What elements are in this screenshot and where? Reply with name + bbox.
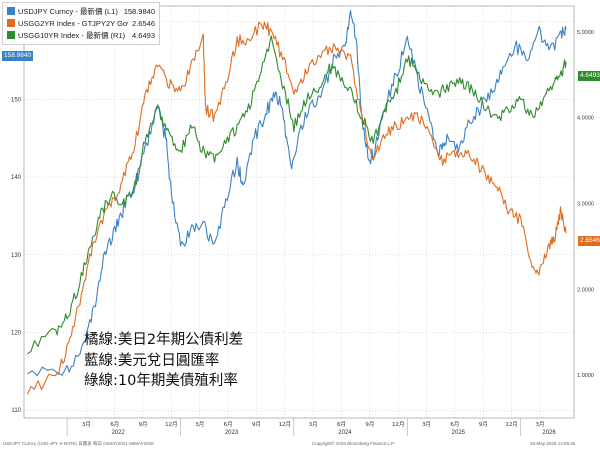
x-tick-label: 6月 [110,421,119,428]
x-tick-label: 12月 [505,421,518,428]
x-tick-label: 6月 [450,421,459,428]
y-left-tick-label: 110 [11,408,21,414]
x-year-label: 2022 [111,430,125,436]
x-year-label: 2026 [542,430,556,436]
y-left-tick-label: 150 [11,97,22,103]
footer-center: Copyright© 2026 Bloomberg Finance L.P. [312,441,395,446]
x-tick-label: 3月 [309,421,318,428]
x-year-label: 2023 [225,430,239,436]
legend-value: 4.6493 [132,30,155,40]
legend-swatch-spread [7,19,15,27]
plot-frame [23,5,575,419]
x-year-label: 2025 [452,430,466,436]
x-tick-label: 3月 [422,421,431,428]
legend-label: USDJPY Curncy - 最新價 (L1) [18,6,118,16]
annotation-blue: 藍線:美元兌日圓匯率 [84,352,220,369]
series-line-usdjpy [27,10,567,377]
x-tick-label: 6月 [224,421,233,428]
legend-swatch-usdjpy [7,7,15,15]
legend-swatch-tnx [7,31,15,39]
legend-item-usdjpy[interactable]: USDJPY Curncy - 最新價 (L1) 158.9840 [7,5,155,17]
footer: USDJPY Curncy (USD-JPY X-RATE) 日圖表 每日 01… [0,441,600,449]
series-line-spread [26,21,567,395]
footer-left: USDJPY Curncy (USD-JPY X-RATE) 日圖表 每日 01… [3,441,154,446]
usdjpy-value-tag: 158.9840 [2,51,34,61]
x-tick-label: 3月 [535,421,544,428]
series-layer [26,10,567,395]
series-line-tnx [27,35,567,355]
y-left-tick-label: 140 [11,175,22,181]
x-tick-label: 12月 [165,421,178,428]
x-tick-label: 9月 [252,421,261,428]
x-tick-label: 9月 [479,421,488,428]
annotation-block: 橘線:美日2年期公債利差 藍線:美元兌日圓匯率 綠線:10年期美債殖利率 [84,330,243,392]
y-right-tick-label: 2.0000 [577,287,594,293]
ticks-layer: 1101201301401501601.00002.00003.00004.00… [11,20,594,436]
legend-label: USGG10YR Index - 最新價 (R1) [18,30,126,40]
x-tick-label: 3月 [82,421,91,428]
x-tick-label: 3月 [195,421,204,428]
y-right-tick-label: 5.0000 [577,30,594,36]
legend-item-tnx[interactable]: USGG10YR Index - 最新價 (R1) 4.6493 [7,29,155,41]
legend-label: USGG2YR Index - GTJPY2Y Govt (R1) [18,18,128,28]
y-right-tick-label: 3.0000 [577,201,594,207]
y-left-tick-label: 120 [11,330,22,336]
legend-value: 2.6546 [132,18,155,28]
footer-right: 26-May-2026 14:55:46 [530,441,576,446]
x-tick-label: 9月 [365,421,374,428]
x-tick-label: 6月 [337,421,346,428]
legend-item-spread[interactable]: USGG2YR Index - GTJPY2Y Govt (R1) 2.6546 [7,17,155,29]
annotation-green: 綠線:10年期美債殖利率 [84,373,238,389]
x-tick-label: 12月 [279,421,292,428]
legend-value: 158.9840 [123,6,155,16]
x-tick-label: 12月 [392,421,405,428]
legend: USDJPY Curncy - 最新價 (L1) 158.9840 USGG2Y… [2,2,160,45]
annotation-orange: 橘線:美日2年期公債利差 [84,332,244,348]
y-right-tick-label: 4.0000 [577,116,594,122]
spread-value-tag: 2.6546 [578,236,600,246]
axes-layer [23,5,575,436]
x-year-label: 2024 [338,430,352,436]
x-tick-label: 9月 [139,421,148,428]
y-right-tick-label: 1.0000 [577,373,594,379]
tnx-value-tag: 4.6493 [578,71,600,81]
y-left-tick-label: 130 [11,253,22,259]
